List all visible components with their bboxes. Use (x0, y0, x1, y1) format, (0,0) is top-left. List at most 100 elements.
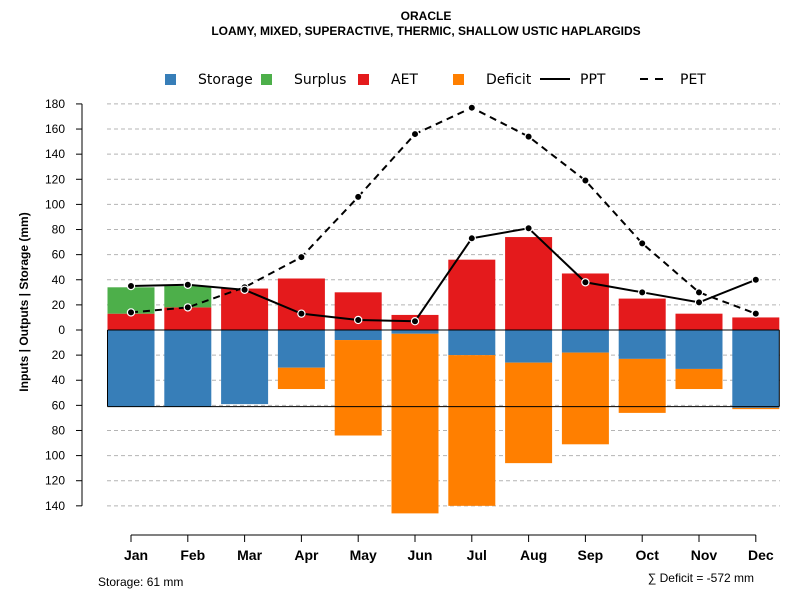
storage-bar (391, 330, 439, 334)
ppt-point (410, 317, 420, 326)
pet-point (524, 132, 533, 141)
pet-point (297, 252, 306, 262)
ppt-point (183, 280, 192, 289)
x-tick-label: May (350, 547, 377, 563)
aet-bar (107, 313, 155, 330)
gridlines (107, 103, 780, 507)
ppt-point (467, 234, 476, 243)
y-tick-label: 120 (45, 474, 65, 488)
x-tick-label: Jan (124, 547, 148, 563)
axes: 180 160 140 120 100 80 60 40 20 0 20 40 60 80 100 120 14… (45, 97, 774, 563)
y-tick-label: 20 (52, 298, 66, 312)
aet-bar (448, 259, 496, 330)
legend-item-pet: PET (640, 72, 706, 88)
pet-point (751, 309, 761, 318)
ppt-point (751, 275, 761, 284)
legend-item-aet: AET (358, 72, 418, 88)
legend-label: PPT (580, 72, 606, 88)
legend-label: Storage (198, 72, 253, 88)
x-tick-label: Nov (691, 547, 718, 563)
aet-bar (221, 288, 269, 330)
deficit-footnote: ∑ Deficit = -572 mm (648, 571, 754, 585)
y-tick-label: 20 (52, 348, 66, 362)
deficit-bar (448, 355, 496, 506)
surplus-bar (164, 286, 212, 308)
deficit-bar (391, 333, 439, 514)
x-tick-label: Dec (748, 547, 774, 563)
legend-item-deficit: Deficit (453, 72, 532, 88)
y-tick-label: 40 (52, 273, 66, 287)
y-tick-label: 140 (45, 147, 65, 161)
storage-bar (561, 330, 609, 353)
pet-point (183, 303, 192, 312)
y-tick-label: 60 (52, 248, 66, 262)
pet-point (581, 176, 590, 185)
deficit-bar (561, 352, 609, 445)
pet-point (126, 308, 136, 317)
y-tick-label: 100 (45, 197, 65, 211)
storage-bar (732, 330, 780, 408)
ppt-point (524, 224, 533, 233)
legend-label: PET (680, 72, 706, 88)
deficit-bar (618, 358, 666, 413)
storage-bar (448, 330, 496, 356)
deficit-bar (675, 368, 723, 390)
y-tick-label: 0 (58, 323, 65, 337)
aet-bar (732, 317, 780, 330)
y-tick-label: 140 (45, 499, 65, 513)
aet-bar (334, 292, 382, 330)
x-tick-label: Jun (408, 547, 433, 563)
legend-swatch (165, 74, 176, 85)
y-tick-label: 120 (45, 172, 65, 186)
aet-bar (505, 237, 553, 330)
ppt-point (581, 278, 590, 287)
pet-point (467, 103, 476, 112)
y-tick-label: 60 (52, 398, 66, 412)
pet-point (638, 239, 647, 248)
storage-footnote: Storage: 61 mm (98, 575, 183, 589)
deficit-bar (277, 367, 325, 390)
aet-bar (675, 313, 723, 330)
storage-bar (618, 330, 666, 359)
legend-swatch (261, 74, 272, 85)
legend-label: AET (391, 72, 418, 88)
ppt-point (638, 288, 647, 297)
legend-item-surplus: Surplus (261, 72, 346, 88)
deficit-bar (505, 362, 553, 464)
aet-bar (277, 278, 325, 330)
y-tick-label: 160 (45, 122, 65, 136)
legend-label: Surplus (294, 72, 346, 88)
lines (107, 103, 780, 408)
ppt-point (694, 298, 704, 307)
legend-swatch (453, 74, 464, 85)
storage-bar (675, 330, 723, 369)
storage-bar (164, 330, 212, 407)
x-tick-label: Feb (180, 547, 205, 563)
legend-item-storage: Storage (165, 72, 253, 88)
pet-line (130, 106, 757, 315)
pet-point (410, 129, 420, 139)
x-tick-label: Sep (578, 547, 604, 563)
aet-bar (164, 307, 212, 330)
pet-point (694, 288, 704, 297)
chart-subtitle: LOAMY, MIXED, SUPERACTIVE, THERMIC, SHAL… (211, 24, 640, 38)
pet-point (354, 192, 363, 202)
legend-label: Deficit (486, 72, 532, 88)
storage-bar (334, 330, 382, 341)
legend-swatch (358, 74, 369, 85)
x-tick-label: Jul (467, 547, 487, 563)
storage-bar (221, 330, 269, 405)
chart-title: ORACLE (401, 9, 452, 23)
y-tick-label: 180 (45, 97, 65, 111)
ppt-point (126, 281, 136, 291)
x-tick-label: Oct (636, 547, 660, 563)
ppt-line (130, 227, 757, 323)
ppt-point (297, 309, 306, 318)
bars (107, 237, 780, 514)
aet-bar (618, 298, 666, 330)
deficit-bar (334, 340, 382, 436)
y-tick-label: 100 (45, 449, 65, 463)
x-tick-label: Mar (237, 547, 262, 563)
y-tick-label: 40 (52, 373, 66, 387)
ppt-point (240, 285, 249, 295)
